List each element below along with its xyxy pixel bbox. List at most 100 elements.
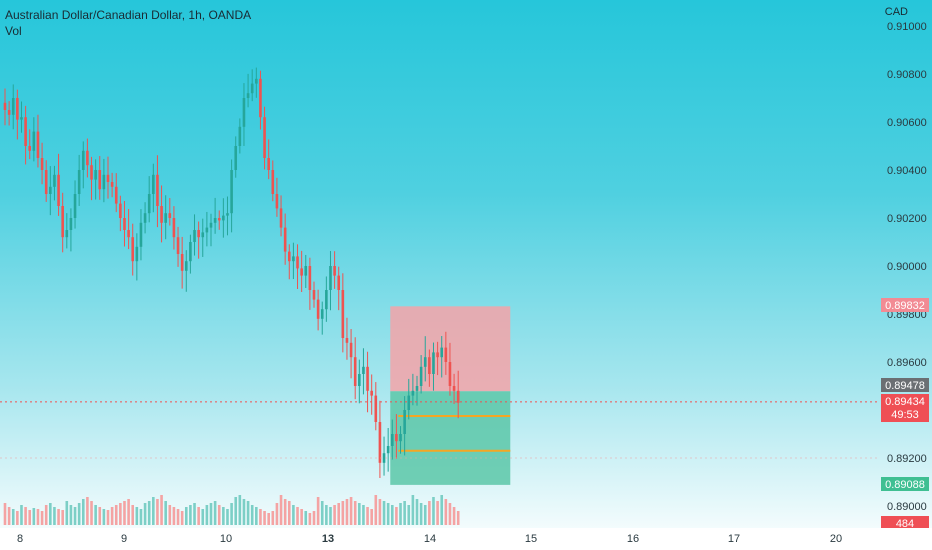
volume-bar bbox=[110, 507, 114, 525]
candle-body bbox=[16, 98, 19, 120]
candle-body bbox=[415, 386, 419, 391]
candle-body bbox=[176, 237, 180, 254]
x-tick-label: 17 bbox=[728, 533, 740, 545]
candle-body bbox=[205, 227, 209, 233]
volume-bar bbox=[316, 497, 320, 525]
candle-body bbox=[102, 174, 106, 190]
candle-body bbox=[390, 434, 394, 446]
volume-bar bbox=[353, 501, 357, 525]
candle-body bbox=[201, 232, 205, 238]
volume-bar bbox=[73, 507, 77, 525]
volume-bar bbox=[337, 503, 341, 525]
volume-bar bbox=[24, 507, 27, 525]
volume-bar bbox=[296, 507, 299, 525]
volume-bar bbox=[411, 495, 415, 525]
candle-body bbox=[283, 227, 287, 252]
candle-body bbox=[53, 174, 56, 187]
volume-bar bbox=[419, 503, 423, 525]
candle-body bbox=[184, 261, 188, 271]
volume-bar bbox=[156, 499, 159, 525]
candle-body bbox=[456, 390, 460, 403]
volume-bar bbox=[279, 495, 283, 525]
volume-bar bbox=[308, 513, 312, 525]
candle-body bbox=[432, 352, 435, 374]
candle-body bbox=[193, 230, 196, 242]
volume-bar bbox=[164, 501, 167, 525]
volume-bar bbox=[300, 509, 303, 525]
candle-body bbox=[147, 194, 151, 214]
volume-bar bbox=[275, 503, 279, 525]
volume-bar bbox=[349, 497, 353, 525]
x-tick-label: 16 bbox=[627, 533, 639, 545]
time-axis-band bbox=[0, 528, 932, 550]
candle-body bbox=[308, 266, 312, 290]
volume-bar bbox=[403, 501, 406, 525]
volume-bar bbox=[267, 513, 270, 525]
x-tick-label: 9 bbox=[121, 533, 127, 545]
volume-bar bbox=[147, 501, 151, 525]
volume-bar bbox=[20, 505, 23, 525]
volume-bar bbox=[69, 505, 73, 525]
take-profit-zone bbox=[390, 391, 511, 485]
current-price-label: 0.89434 bbox=[885, 396, 925, 408]
volume-bar bbox=[304, 511, 308, 525]
volume-bar bbox=[287, 501, 291, 525]
candle-body bbox=[114, 186, 118, 204]
volume-bar bbox=[119, 503, 122, 525]
candle-body bbox=[168, 213, 172, 218]
volume-bar bbox=[415, 499, 419, 525]
volume-bar bbox=[106, 510, 110, 525]
volume-bar bbox=[238, 495, 242, 525]
volume-bar bbox=[65, 501, 69, 525]
candle-body bbox=[61, 206, 64, 238]
volume-bar bbox=[250, 505, 254, 525]
entry-price-label: 0.89478 bbox=[885, 380, 925, 392]
candle-body bbox=[197, 230, 200, 238]
volume-legend: Vol bbox=[5, 24, 22, 38]
volume-bar bbox=[399, 503, 402, 525]
candle-body bbox=[325, 290, 328, 310]
candle-body bbox=[127, 230, 130, 238]
volume-bar bbox=[333, 505, 336, 525]
volume-bar bbox=[246, 501, 250, 525]
x-tick-label: 14 bbox=[424, 533, 436, 545]
volume-bar bbox=[362, 505, 365, 525]
candle-body bbox=[423, 357, 427, 367]
volume-bar bbox=[213, 501, 217, 525]
candle-body bbox=[436, 352, 439, 358]
candle-body bbox=[320, 309, 324, 319]
candle-body bbox=[234, 146, 238, 170]
volume-bar bbox=[102, 509, 106, 525]
candle-body bbox=[333, 266, 336, 276]
candle-body bbox=[267, 158, 270, 170]
candle-body bbox=[110, 182, 114, 187]
volume-bar bbox=[374, 495, 378, 525]
x-tick-label: 15 bbox=[525, 533, 537, 545]
candle-body bbox=[180, 254, 184, 271]
candle-body bbox=[403, 410, 406, 434]
candle-body bbox=[407, 395, 411, 410]
volume-bar bbox=[197, 507, 200, 525]
candle-body bbox=[304, 266, 308, 276]
volume-bar bbox=[49, 503, 52, 525]
volume-bar bbox=[423, 505, 427, 525]
candle-body bbox=[32, 131, 36, 151]
candle-body bbox=[143, 213, 147, 223]
volume-bar bbox=[382, 501, 386, 525]
candle-body bbox=[366, 366, 369, 391]
candle-body bbox=[36, 131, 40, 158]
candle-body bbox=[448, 362, 452, 386]
volume-bar bbox=[292, 505, 295, 525]
volume-bar bbox=[11, 509, 15, 525]
volume-bar bbox=[36, 509, 40, 525]
candle-body bbox=[242, 98, 246, 127]
candle-body bbox=[399, 434, 402, 442]
candle-body bbox=[312, 290, 316, 300]
x-tick-label: 13 bbox=[322, 533, 334, 545]
volume-bar bbox=[201, 509, 205, 525]
candle-body bbox=[65, 230, 69, 238]
candle-body bbox=[292, 256, 295, 262]
candle-body bbox=[44, 170, 48, 194]
candle-body bbox=[226, 213, 229, 216]
